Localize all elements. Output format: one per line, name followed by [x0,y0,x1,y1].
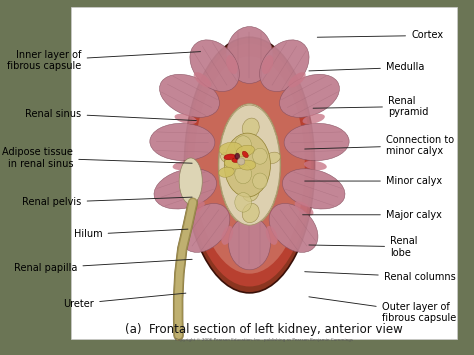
Ellipse shape [239,160,256,170]
Ellipse shape [220,152,237,164]
Ellipse shape [179,158,202,204]
Ellipse shape [235,192,252,212]
Ellipse shape [236,145,255,157]
Ellipse shape [190,40,239,92]
Ellipse shape [237,158,245,165]
Text: Major calyx: Major calyx [302,210,442,220]
Ellipse shape [242,151,248,158]
Ellipse shape [304,161,327,170]
Ellipse shape [181,203,230,252]
Ellipse shape [280,74,339,118]
Text: (a)  Frontal section of left kidney, anterior view: (a) Frontal section of left kidney, ante… [125,323,403,336]
Ellipse shape [235,153,240,159]
Ellipse shape [253,173,267,189]
Text: Renal sinus: Renal sinus [26,109,196,121]
Ellipse shape [266,226,278,245]
Ellipse shape [227,27,273,83]
Text: Medulla: Medulla [309,62,424,72]
Ellipse shape [224,133,271,197]
Text: Hilum: Hilum [74,229,188,239]
Ellipse shape [224,154,236,160]
Text: Outer layer of
fibrous capsule: Outer layer of fibrous capsule [309,297,456,323]
Ellipse shape [302,114,325,124]
Text: Renal pelvis: Renal pelvis [22,197,192,207]
Text: Renal
pyramid: Renal pyramid [313,96,428,117]
Text: Adipose tissue
in renal sinus: Adipose tissue in renal sinus [2,147,192,169]
Text: Minor calyx: Minor calyx [305,176,442,186]
Ellipse shape [294,201,313,215]
Ellipse shape [284,123,349,161]
Ellipse shape [242,182,259,201]
Ellipse shape [269,203,318,252]
Ellipse shape [224,158,245,169]
Ellipse shape [235,164,252,184]
Ellipse shape [228,217,271,270]
Text: Connection to
minor calyx: Connection to minor calyx [305,135,454,156]
Ellipse shape [242,140,259,159]
Ellipse shape [173,161,195,170]
Ellipse shape [160,74,219,118]
Ellipse shape [260,40,309,92]
Ellipse shape [219,142,242,156]
Ellipse shape [219,167,234,177]
Ellipse shape [226,55,237,74]
Ellipse shape [184,37,315,293]
Ellipse shape [288,72,306,88]
Ellipse shape [174,114,197,124]
Text: Renal columns: Renal columns [305,272,456,282]
Ellipse shape [194,72,211,88]
Ellipse shape [242,203,259,223]
Ellipse shape [188,44,311,286]
Ellipse shape [186,201,205,215]
Text: Renal
lobe: Renal lobe [309,236,418,257]
Text: Cortex: Cortex [317,31,443,40]
Ellipse shape [232,158,239,163]
Ellipse shape [264,152,281,164]
FancyBboxPatch shape [71,7,457,339]
Ellipse shape [218,104,281,226]
Ellipse shape [150,123,215,161]
Ellipse shape [221,226,233,245]
Ellipse shape [253,148,267,164]
Text: Copyright © 2006 Pearson Education, Inc., publishing as Pearson Benjamin Cumming: Copyright © 2006 Pearson Education, Inc.… [175,338,353,342]
Text: Ureter: Ureter [64,293,186,308]
Ellipse shape [235,136,252,155]
Text: Inner layer of
fibrous capsule: Inner layer of fibrous capsule [8,50,201,71]
Ellipse shape [262,55,273,74]
Ellipse shape [283,169,345,209]
Ellipse shape [154,169,217,209]
Ellipse shape [242,118,259,137]
Ellipse shape [219,105,280,225]
Text: Renal papilla: Renal papilla [14,259,192,273]
Ellipse shape [194,56,305,274]
